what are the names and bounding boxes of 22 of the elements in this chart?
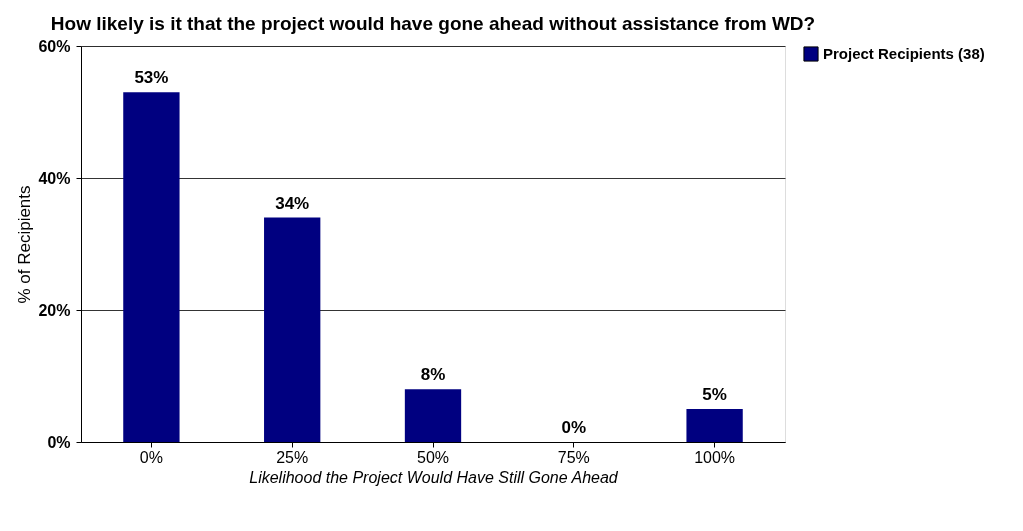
bar <box>123 92 180 442</box>
bar <box>404 389 462 442</box>
y-tick-label: 40% <box>38 169 71 187</box>
x-tick-label: 50% <box>416 448 450 466</box>
data-label: 0% <box>561 418 587 437</box>
data-label: 5% <box>702 385 727 404</box>
legend-label: Project Recipients (38) <box>823 45 985 62</box>
data-label: 8% <box>420 365 446 385</box>
y-tick-label: 60% <box>38 37 71 55</box>
data-label: 34% <box>275 193 310 213</box>
y-tick-label: 0% <box>47 433 71 451</box>
x-tick-label: 100% <box>694 448 736 466</box>
bar <box>264 217 321 442</box>
data-label: 53% <box>134 68 169 88</box>
y-tick-label: 20% <box>38 301 71 319</box>
x-tick-label: 75% <box>557 448 590 466</box>
x-tick-label: 25% <box>276 448 309 466</box>
x-tick-label: 0% <box>139 448 163 466</box>
x-axis-title: Likelihood the Project Would Have Still Gone Ahead <box>249 468 619 486</box>
y-axis-title: % of Recipients <box>15 185 35 304</box>
bar <box>686 409 743 442</box>
chart-title: How likely is it that the project would have gone ahead without assistance from WD? <box>50 13 816 34</box>
